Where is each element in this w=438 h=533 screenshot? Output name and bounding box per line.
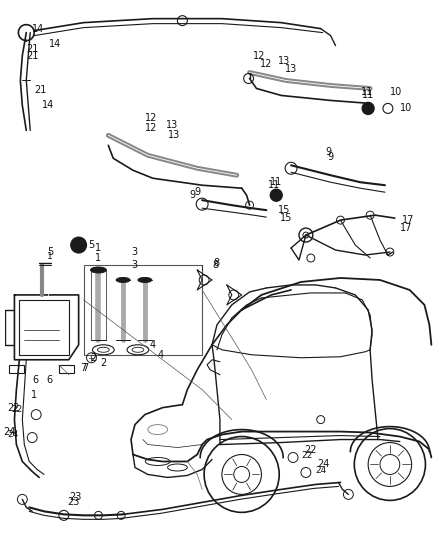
Ellipse shape bbox=[91, 267, 106, 273]
Text: 3: 3 bbox=[131, 260, 137, 270]
Text: 9: 9 bbox=[328, 152, 334, 162]
Text: 15: 15 bbox=[278, 205, 290, 215]
Text: 2: 2 bbox=[100, 358, 106, 368]
Text: 1: 1 bbox=[47, 252, 53, 261]
Text: 22: 22 bbox=[7, 402, 19, 413]
Text: 22: 22 bbox=[301, 451, 312, 460]
Text: 1: 1 bbox=[31, 390, 37, 400]
Text: 9: 9 bbox=[194, 187, 200, 197]
Text: 5: 5 bbox=[88, 240, 95, 250]
Text: 11: 11 bbox=[270, 177, 283, 187]
Text: 13: 13 bbox=[168, 131, 180, 140]
Text: 12: 12 bbox=[260, 59, 272, 69]
Text: 11: 11 bbox=[362, 91, 374, 100]
Text: 1: 1 bbox=[95, 243, 102, 253]
Text: 13: 13 bbox=[166, 120, 179, 131]
Bar bbox=[10, 365, 24, 373]
Text: 12: 12 bbox=[145, 114, 157, 123]
Text: 17: 17 bbox=[400, 223, 412, 233]
Text: 24: 24 bbox=[7, 430, 18, 439]
Circle shape bbox=[362, 102, 374, 115]
Circle shape bbox=[270, 189, 282, 201]
Text: 12: 12 bbox=[253, 51, 265, 61]
Text: 10: 10 bbox=[400, 103, 412, 114]
Text: 21: 21 bbox=[26, 51, 39, 61]
Text: 12: 12 bbox=[145, 123, 157, 133]
Text: 14: 14 bbox=[42, 100, 54, 110]
Text: 8: 8 bbox=[213, 258, 219, 268]
Text: 7: 7 bbox=[81, 363, 87, 373]
Text: 7: 7 bbox=[82, 363, 88, 373]
Text: 4: 4 bbox=[158, 350, 164, 360]
Circle shape bbox=[71, 237, 87, 253]
Text: 4: 4 bbox=[150, 340, 156, 350]
Ellipse shape bbox=[138, 278, 152, 282]
Text: 21: 21 bbox=[34, 85, 46, 95]
Text: 8: 8 bbox=[212, 260, 218, 270]
Text: 6: 6 bbox=[46, 375, 52, 385]
Text: 22: 22 bbox=[304, 445, 316, 455]
Text: 1: 1 bbox=[95, 253, 102, 263]
Text: 24: 24 bbox=[317, 459, 329, 470]
Text: 9: 9 bbox=[189, 190, 195, 200]
Text: 6: 6 bbox=[32, 375, 39, 385]
Text: 3: 3 bbox=[131, 247, 137, 257]
Text: 5: 5 bbox=[47, 247, 53, 257]
Text: 2: 2 bbox=[90, 353, 97, 363]
Text: 11: 11 bbox=[268, 180, 280, 190]
Text: 13: 13 bbox=[285, 63, 297, 74]
Bar bbox=[59, 365, 74, 373]
Text: 9: 9 bbox=[325, 147, 332, 157]
Bar bbox=[84, 265, 202, 355]
Text: 23: 23 bbox=[67, 497, 80, 507]
Text: 24: 24 bbox=[316, 466, 327, 475]
Text: 10: 10 bbox=[390, 87, 402, 98]
Bar bbox=[19, 300, 69, 355]
Text: 23: 23 bbox=[70, 492, 82, 503]
Text: 15: 15 bbox=[280, 213, 292, 223]
Text: 11: 11 bbox=[361, 87, 373, 98]
Text: 13: 13 bbox=[278, 55, 290, 66]
Text: 21: 21 bbox=[26, 44, 39, 54]
Text: 14: 14 bbox=[32, 23, 45, 34]
Text: 22: 22 bbox=[11, 405, 22, 414]
Text: 14: 14 bbox=[49, 38, 61, 49]
Ellipse shape bbox=[116, 278, 130, 282]
Text: 17: 17 bbox=[402, 215, 414, 225]
Text: 24: 24 bbox=[3, 426, 15, 437]
